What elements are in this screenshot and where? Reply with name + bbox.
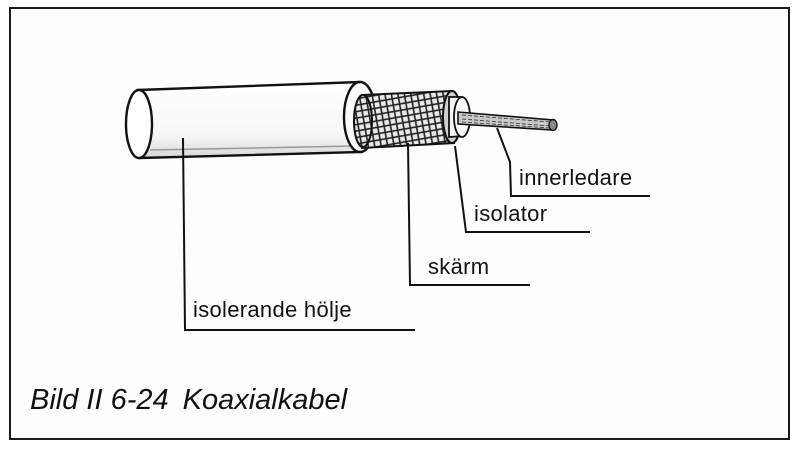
label-inner-conductor: innerledare	[519, 165, 633, 190]
outer-jacket	[124, 80, 378, 160]
label-shield: skärm	[428, 254, 490, 279]
figure-frame	[9, 7, 790, 440]
leader-innerledare	[496, 127, 650, 197]
braided-shield	[353, 89, 462, 150]
inner-conductor	[457, 111, 558, 132]
label-insulator: isolator	[474, 201, 548, 226]
leader-holje	[182, 137, 415, 331]
figure-title: Koaxialkabel	[182, 384, 348, 416]
leader-lines	[182, 127, 650, 331]
label-jacket: isolerande hölje	[193, 297, 352, 322]
figure-caption: Bild II 6-24 Koaxialkabel	[30, 384, 347, 417]
leader-isolator	[454, 145, 590, 233]
leader-skarm	[407, 142, 530, 286]
figure-number: Bild II 6-24	[30, 384, 169, 416]
